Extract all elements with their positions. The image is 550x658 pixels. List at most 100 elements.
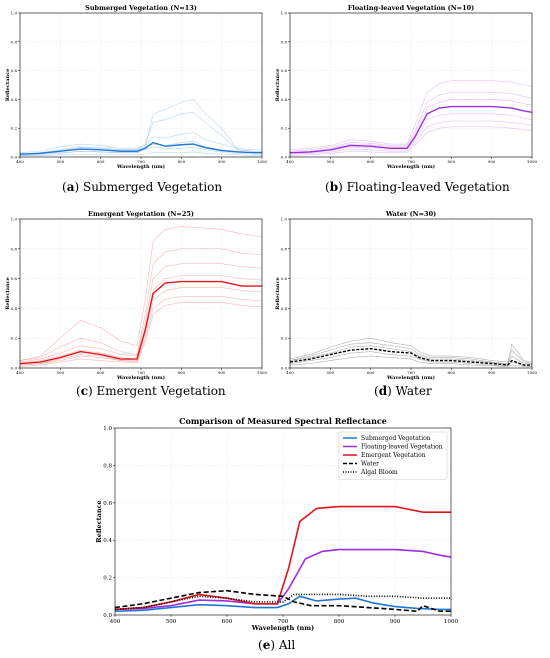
caption-d: (d) Water	[374, 384, 432, 398]
y-tick-label: 0.0	[281, 366, 288, 371]
y-tick-label: 0.8	[103, 463, 112, 469]
y-tick-label: 0.0	[11, 366, 18, 371]
caption-c: (c) Emergent Vegetation	[76, 384, 226, 398]
y-tick-label: 0.8	[11, 39, 18, 44]
x-tick-label: 400	[16, 159, 24, 164]
series-line-floating-leaved-vegetation	[114, 548, 452, 611]
x-tick-label: 700	[407, 370, 415, 375]
x-axis-label: Wavelength (nm)	[116, 163, 165, 170]
y-tick-label: 1.0	[11, 217, 18, 222]
y-axis-label: Reflectance	[95, 500, 103, 542]
legend-label: Emergent Vegetation	[361, 452, 426, 459]
y-tick-label: 0.4	[11, 97, 18, 102]
x-tick-label: 1000	[527, 370, 538, 375]
legend-label: Floating-leaved Vegetation	[361, 444, 443, 451]
sample-spectrum-line	[289, 99, 533, 153]
chart-b: 400 500 600 700 800 900 1000 0.0 0.2 0.4 0.6 0.8 1.0…	[275, 4, 538, 170]
y-axis-label: Reflectance	[275, 277, 281, 310]
sample-spectrum-line	[19, 296, 263, 366]
chart-title: Submerged Vegetation (N=13)	[85, 4, 197, 12]
sample-spectrum-line	[19, 140, 262, 155]
y-tick-label: 0.2	[11, 336, 18, 341]
y-tick-label: 0.2	[281, 336, 288, 341]
x-axis-label: Wavelength (nm)	[251, 624, 314, 632]
y-tick-label: 0.6	[281, 68, 288, 73]
x-tick-label: 900	[488, 370, 496, 375]
sample-spectrum-line	[289, 342, 533, 364]
x-tick-label: 900	[218, 159, 226, 164]
sample-spectrum-line	[19, 112, 262, 155]
y-axis-label: Reflectance	[275, 69, 281, 102]
y-tick-label: 1.0	[281, 217, 288, 222]
series-line-emergent-vegetation	[114, 505, 451, 611]
sample-spectrum-line	[19, 226, 263, 361]
y-tick-label: 1.0	[11, 11, 18, 16]
y-tick-label: 0.2	[103, 576, 112, 582]
chart-a: 400 500 600 700 800 900 1000 0.0 0.2 0.4 0.6 0.8 1.0…	[5, 4, 268, 170]
y-tick-label: 0.4	[281, 306, 288, 311]
sample-spectrum-line	[289, 345, 533, 365]
sample-spectrum-line	[19, 248, 263, 361]
chart-c: 400 500 600 700 800 900 1000 0.0 0.2 0.4 0.6 0.8 1.0…	[5, 210, 268, 381]
x-tick-label: 1000	[257, 159, 268, 164]
y-tick-label: 0.6	[11, 276, 18, 281]
legend-label: Water	[361, 461, 379, 468]
caption-a: (a) Submerged Vegetation	[62, 180, 223, 194]
x-tick-label: 500	[327, 370, 335, 375]
x-tick-label: 800	[334, 619, 345, 625]
x-tick-label: 400	[286, 159, 294, 164]
x-tick-label: 500	[327, 159, 335, 164]
sample-spectrum-line	[289, 351, 533, 367]
sample-spectrum-line	[19, 146, 262, 156]
sample-spectrum-line	[289, 80, 533, 151]
legend-label: Submerged Vegetation	[361, 435, 431, 442]
y-tick-label: 0.0	[281, 155, 288, 160]
chart-e: 400 500 600 700 800 900 1000 0.0 0.2 0.4 0.6 0.8 1.0…	[95, 416, 458, 632]
y-tick-label: 0.0	[103, 613, 112, 619]
caption-e: (e) All	[258, 638, 296, 652]
x-tick-label: 700	[137, 370, 145, 375]
chart-title: Comparison of Measured Spectral Reflecta…	[179, 416, 387, 426]
x-tick-label: 800	[448, 159, 456, 164]
x-tick-label: 1000	[444, 619, 458, 625]
sample-spectrum-line	[19, 99, 262, 155]
sample-spectrum-line	[289, 337, 533, 363]
y-axis-label: Reflectance	[5, 277, 11, 310]
y-tick-label: 0.0	[11, 155, 18, 160]
sample-spectrum-line	[289, 355, 532, 367]
y-tick-label: 0.6	[11, 68, 18, 73]
x-tick-label: 600	[97, 370, 105, 375]
chart-title: Floating-leaved Vegetation (N=10)	[348, 4, 474, 12]
sample-spectrum-line	[289, 126, 533, 156]
y-tick-label: 0.6	[281, 276, 288, 281]
mean-spectrum-line	[19, 141, 262, 155]
x-tick-label: 700	[278, 619, 289, 625]
x-tick-label: 400	[110, 619, 121, 625]
mean-spectrum-line	[19, 280, 262, 365]
caption-b: (b) Floating-leaved Vegetation	[325, 180, 510, 194]
series-line-algal-bloom	[114, 593, 451, 611]
x-tick-label: 500	[166, 619, 177, 625]
x-tick-label: 800	[178, 370, 186, 375]
x-tick-label: 1000	[527, 159, 538, 164]
y-tick-label: 0.4	[11, 306, 18, 311]
y-tick-label: 0.8	[281, 39, 288, 44]
x-tick-label: 600	[367, 370, 375, 375]
y-tick-label: 0.4	[103, 538, 112, 544]
sample-spectrum-line	[289, 113, 533, 155]
y-tick-label: 0.2	[281, 126, 288, 131]
x-tick-label: 500	[57, 159, 65, 164]
x-tick-label: 600	[97, 159, 105, 164]
x-tick-label: 400	[16, 370, 24, 375]
sample-spectrum-line	[19, 287, 263, 366]
series-line-water	[114, 589, 451, 613]
mean-spectrum-line	[289, 347, 532, 366]
x-tick-label: 800	[448, 370, 456, 375]
x-tick-label: 800	[178, 159, 186, 164]
x-axis-label: Wavelength (nm)	[386, 163, 435, 170]
x-tick-label: 900	[390, 619, 401, 625]
x-tick-label: 1000	[257, 370, 268, 375]
x-tick-label: 400	[286, 370, 294, 375]
legend-box	[338, 431, 448, 480]
